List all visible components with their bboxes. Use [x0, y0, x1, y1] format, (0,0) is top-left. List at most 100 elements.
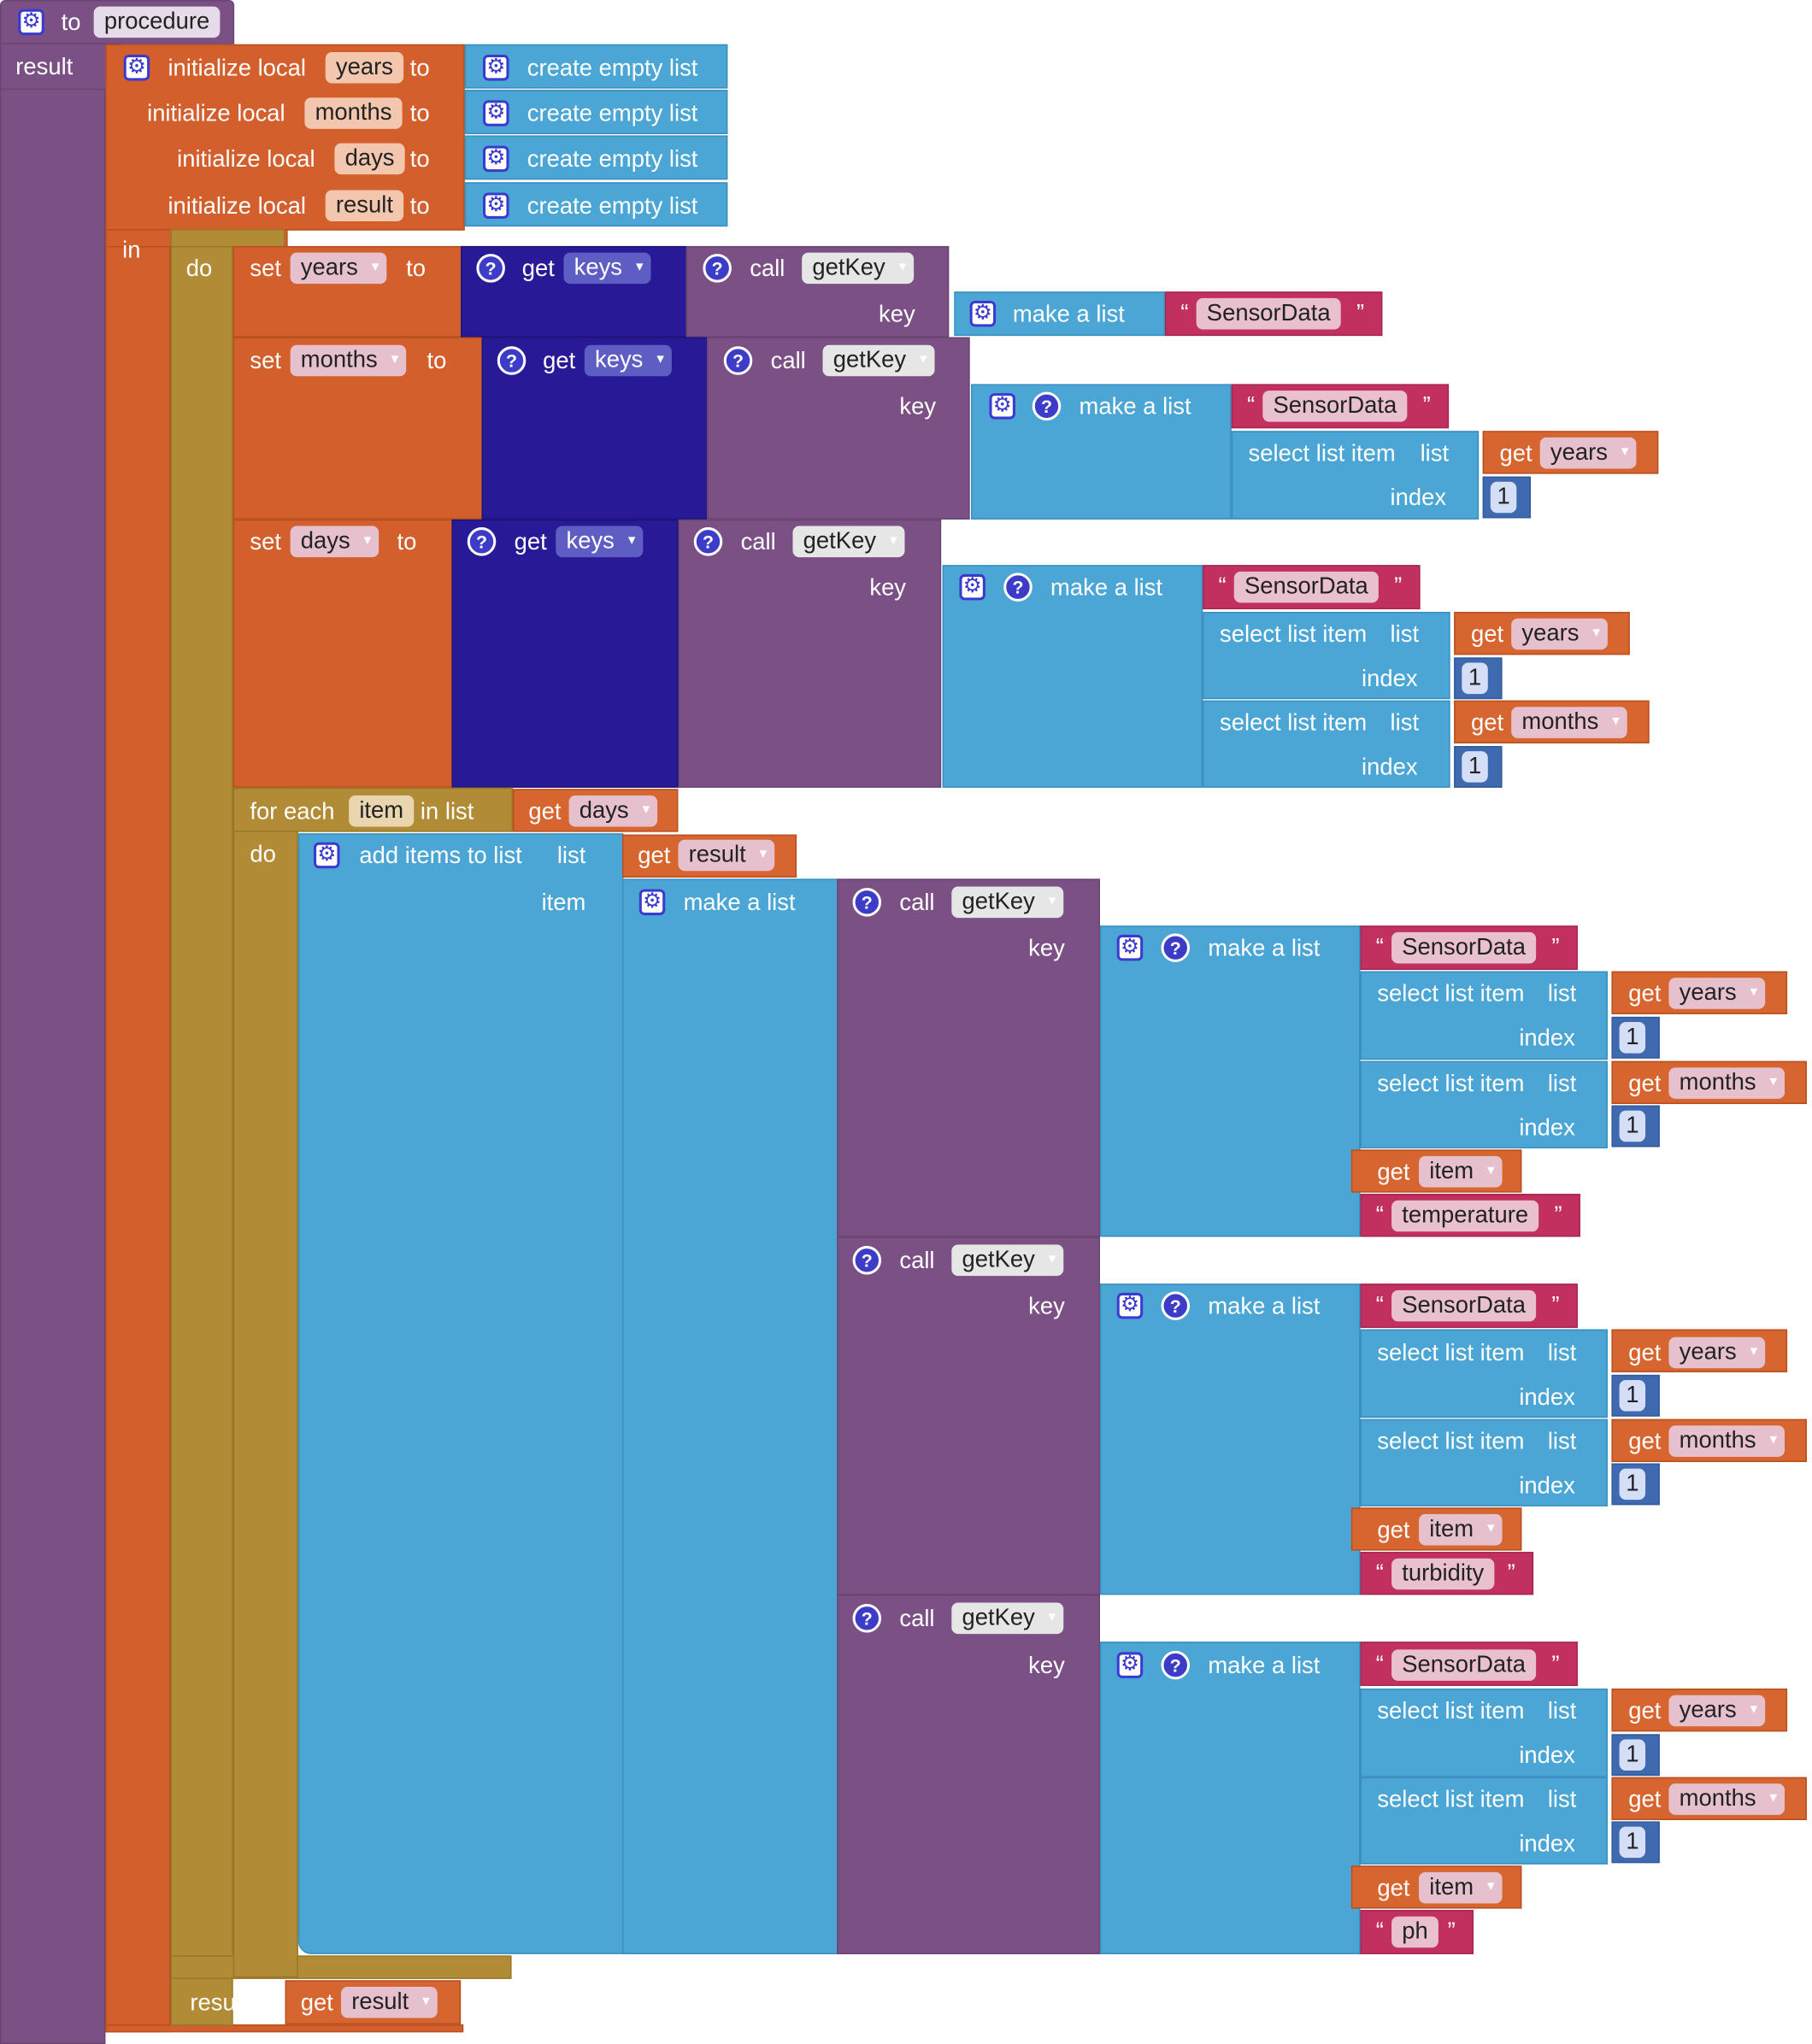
call-getkey-block[interactable] — [837, 1595, 1100, 1954]
for-each-block[interactable] — [232, 787, 298, 1978]
var-name-result[interactable]: result — [325, 190, 404, 222]
make-list-block[interactable] — [1099, 1283, 1361, 1595]
gear-icon[interactable] — [314, 841, 340, 869]
make-list-block[interactable] — [1099, 925, 1361, 1237]
set-days-block[interactable] — [232, 519, 454, 788]
call-getkey-block[interactable] — [837, 878, 1100, 1237]
dict-field-keys[interactable]: keys — [556, 526, 644, 558]
var-name-months[interactable]: months — [304, 97, 403, 129]
var-dropdown-months[interactable]: months — [1668, 1783, 1786, 1815]
loop-var-item[interactable]: item — [349, 795, 415, 827]
var-dropdown-years[interactable]: years — [290, 252, 387, 285]
help-icon[interactable]: ? — [852, 1604, 882, 1633]
var-dropdown-days[interactable]: days — [568, 795, 658, 827]
text-field-temperature[interactable]: temperature — [1391, 1200, 1539, 1232]
var-dropdown-months[interactable]: months — [290, 344, 407, 377]
select-list-item-block[interactable] — [1360, 1060, 1608, 1148]
var-name-years[interactable]: years — [325, 51, 404, 84]
var-dropdown-years[interactable]: years — [1668, 1336, 1766, 1369]
number-field[interactable]: 1 — [1462, 662, 1488, 695]
var-dropdown-months[interactable]: months — [1668, 1067, 1786, 1099]
number-field[interactable]: 1 — [1490, 481, 1517, 514]
make-list-block[interactable] — [621, 878, 838, 1954]
gear-icon[interactable] — [959, 573, 985, 601]
gear-icon[interactable] — [1116, 1291, 1144, 1319]
var-dropdown-years[interactable]: years — [1539, 437, 1637, 469]
select-list-item-block[interactable] — [1360, 1689, 1608, 1777]
dict-field-keys[interactable]: keys — [563, 252, 651, 285]
proc-dropdown-getkey[interactable]: getKey — [951, 1602, 1064, 1635]
number-field[interactable]: 1 — [1619, 1739, 1646, 1771]
var-dropdown-years[interactable]: years — [1668, 1695, 1766, 1727]
text-field-sensordata[interactable]: SensorData — [1391, 1649, 1537, 1681]
help-icon[interactable]: ? — [723, 346, 753, 375]
help-icon[interactable]: ? — [703, 254, 732, 283]
add-items-block[interactable] — [297, 833, 624, 1954]
number-field[interactable]: 1 — [1619, 1468, 1646, 1501]
select-list-item-block[interactable] — [1231, 431, 1480, 520]
gear-icon[interactable] — [1116, 1651, 1144, 1678]
do-result-block[interactable] — [170, 229, 233, 2026]
text-field-sensordata[interactable]: SensorData — [1391, 1289, 1537, 1322]
var-name-days[interactable]: days — [334, 143, 405, 175]
proc-dropdown-getkey[interactable]: getKey — [802, 252, 915, 285]
text-field-sensordata[interactable]: SensorData — [1391, 931, 1537, 964]
number-field[interactable]: 1 — [1462, 751, 1488, 783]
proc-dropdown-getkey[interactable]: getKey — [951, 1244, 1064, 1277]
proc-dropdown-getkey[interactable]: getKey — [822, 344, 935, 377]
proc-dropdown-getkey[interactable]: getKey — [951, 886, 1064, 919]
var-dropdown-months[interactable]: months — [1511, 707, 1627, 738]
var-dropdown-result[interactable]: result — [341, 1986, 438, 2018]
help-icon[interactable]: ? — [852, 888, 882, 917]
help-icon[interactable]: ? — [1032, 391, 1062, 421]
call-getkey-block[interactable] — [837, 1236, 1100, 1595]
help-icon[interactable]: ? — [693, 527, 723, 556]
help-icon[interactable]: ? — [497, 346, 527, 375]
call-getkey-block[interactable] — [678, 519, 942, 788]
make-list-block[interactable] — [1099, 1642, 1361, 1954]
var-dropdown-item[interactable]: item — [1419, 1871, 1503, 1904]
select-list-item-block[interactable] — [1203, 700, 1450, 788]
select-list-item-block[interactable] — [1360, 1777, 1608, 1865]
help-icon[interactable]: ? — [1161, 1650, 1191, 1680]
gear-icon[interactable] — [969, 299, 997, 327]
var-dropdown-years[interactable]: years — [1668, 978, 1766, 1009]
text-field-sensordata[interactable]: SensorData — [1233, 571, 1379, 603]
proc-dropdown-getkey[interactable]: getKey — [792, 526, 905, 558]
gear-icon[interactable] — [483, 191, 509, 219]
make-list-block[interactable] — [942, 565, 1203, 788]
var-dropdown-months[interactable]: months — [1668, 1425, 1786, 1457]
gear-icon[interactable] — [483, 144, 509, 173]
number-field[interactable]: 1 — [1619, 1022, 1646, 1054]
gear-icon[interactable] — [638, 888, 666, 916]
number-field[interactable]: 1 — [1619, 1379, 1646, 1412]
select-list-item-block[interactable] — [1360, 1418, 1608, 1507]
text-field-ph[interactable]: ph — [1391, 1916, 1438, 1948]
var-dropdown-years[interactable]: years — [1511, 618, 1608, 650]
help-icon[interactable]: ? — [476, 254, 505, 283]
select-list-item-block[interactable] — [1360, 1329, 1608, 1418]
help-icon[interactable]: ? — [1003, 573, 1032, 602]
select-list-item-block[interactable] — [1203, 612, 1450, 700]
gear-icon[interactable] — [483, 99, 509, 126]
number-field[interactable]: 1 — [1619, 1826, 1646, 1859]
gear-icon[interactable] — [483, 53, 509, 81]
text-field-sensordata[interactable]: SensorData — [1262, 391, 1408, 422]
var-dropdown-item[interactable]: item — [1419, 1513, 1503, 1546]
gear-icon[interactable] — [1116, 933, 1144, 961]
var-dropdown-item[interactable]: item — [1419, 1155, 1503, 1188]
text-field-turbidity[interactable]: turbidity — [1391, 1558, 1495, 1590]
help-icon[interactable]: ? — [467, 527, 497, 556]
select-list-item-block[interactable] — [1360, 971, 1608, 1060]
gear-icon[interactable] — [123, 53, 150, 81]
help-icon[interactable]: ? — [1161, 1291, 1191, 1320]
text-field-sensordata[interactable]: SensorData — [1196, 297, 1341, 330]
gear-icon[interactable] — [18, 8, 44, 36]
gear-icon[interactable] — [989, 392, 1015, 420]
help-icon[interactable]: ? — [1161, 933, 1191, 962]
get-keys-block[interactable] — [451, 519, 679, 788]
number-field[interactable]: 1 — [1619, 1110, 1646, 1142]
help-icon[interactable]: ? — [852, 1246, 882, 1275]
var-dropdown-result[interactable]: result — [678, 839, 775, 872]
dict-field-keys[interactable]: keys — [584, 344, 672, 377]
